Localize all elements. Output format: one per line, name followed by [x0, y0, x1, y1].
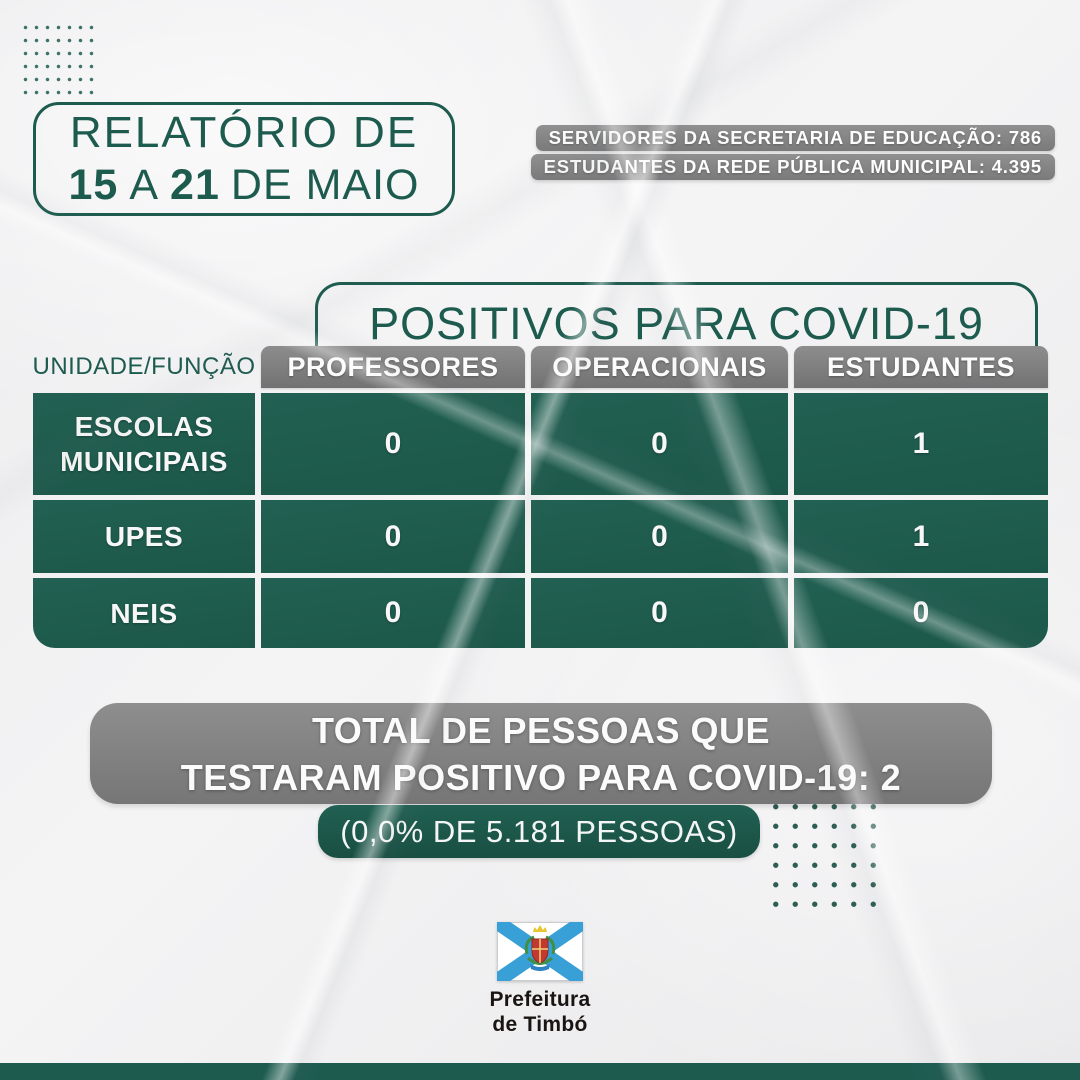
covid-table-title: POSITIVOS PARA COVID-19 — [369, 298, 984, 349]
cell-escolas-professores: 0 — [261, 393, 525, 495]
total-summary-line2: TESTARAM POSITIVO PARA COVID-19: 2 — [180, 756, 902, 798]
org-name-line1: Prefeitura — [489, 988, 591, 1011]
percent-badge: (0,0% DE 5.181 PESSOAS) — [318, 805, 760, 858]
population-stat-badges: SERVIDORES DA SECRETARIA DE EDUCAÇÃO: 78… — [530, 125, 1055, 180]
row-label-escolas-municipais: ESCOLAS MUNICIPAIS — [33, 393, 255, 495]
total-summary-line1: TOTAL DE PESSOAS QUE — [311, 709, 771, 751]
dot-pattern-top-left — [20, 21, 99, 101]
unit-function-label: UNIDADE/FUNÇÃO — [32, 353, 256, 380]
total-summary-box: TOTAL DE PESSOAS QUE TESTARAM POSITIVO P… — [90, 703, 992, 804]
covid-table: UNIDADE/FUNÇÃO PROFESSORES OPERACIONAIS … — [33, 346, 1050, 648]
stat-badge-servidores: SERVIDORES DA SECRETARIA DE EDUCAÇÃO: 78… — [535, 125, 1055, 151]
cell-neis-operacionais: 0 — [531, 578, 788, 648]
report-range-separator: A — [129, 161, 160, 209]
cell-neis-professores: 0 — [261, 578, 525, 648]
report-title-line2: 15 A 21 DE MAIO — [69, 161, 420, 210]
cell-upes-estudantes: 1 — [794, 500, 1048, 573]
report-title-line1: RELATÓRIO DE — [69, 108, 419, 157]
cell-upes-operacionais: 0 — [531, 500, 788, 573]
column-header-professores: PROFESSORES — [261, 346, 525, 388]
cell-escolas-estudantes: 1 — [794, 393, 1048, 495]
cell-neis-estudantes: 0 — [794, 578, 1048, 648]
report-range-end: 21 — [170, 161, 220, 209]
report-range-tail: DE MAIO — [230, 161, 420, 209]
timbo-flag-icon — [497, 922, 583, 981]
org-name-line2: de Timbó — [492, 1013, 588, 1036]
bottom-accent-bar — [0, 1063, 1080, 1080]
city-logo: Prefeitura de Timbó — [0, 922, 1080, 1037]
column-header-operacionais: OPERACIONAIS — [531, 346, 788, 388]
dot-pattern-bottom-right — [766, 797, 883, 914]
cell-escolas-operacionais: 0 — [531, 393, 788, 495]
row-label-upes: UPES — [33, 500, 255, 573]
column-header-estudantes: ESTUDANTES — [794, 346, 1048, 388]
stat-badge-estudantes: ESTUDANTES DA REDE PÚBLICA MUNICIPAL: 4.… — [530, 154, 1055, 180]
report-range-start: 15 — [68, 161, 119, 209]
report-period-box: RELATÓRIO DE 15 A 21 DE MAIO — [33, 102, 455, 216]
cell-upes-professores: 0 — [261, 500, 525, 573]
row-label-neis: NEIS — [33, 578, 255, 648]
org-name: Prefeitura de Timbó — [489, 987, 590, 1037]
covid-table-title-box: POSITIVOS PARA COVID-19 — [315, 282, 1038, 380]
